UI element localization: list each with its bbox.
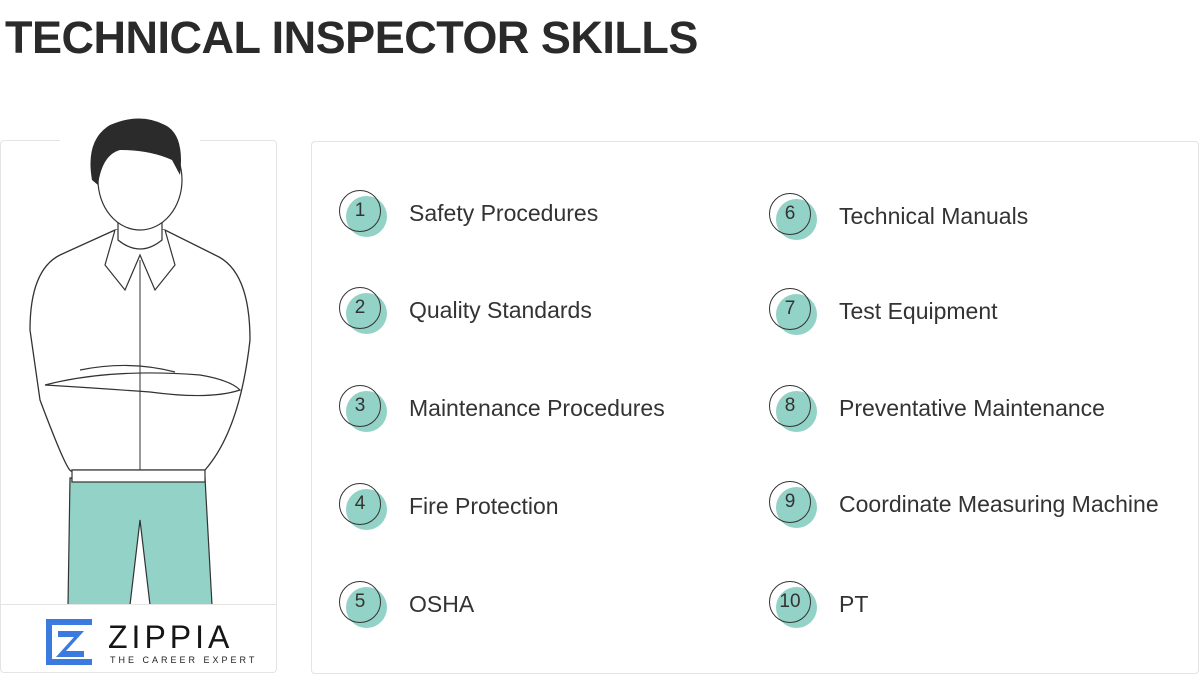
number-badge: 5 bbox=[339, 581, 391, 631]
skill-label: Coordinate Measuring Machine bbox=[839, 490, 1159, 517]
zippia-logo-icon bbox=[46, 619, 92, 665]
number-badge: 10 bbox=[769, 581, 821, 631]
number-badge: 8 bbox=[769, 385, 821, 435]
badge-number: 10 bbox=[769, 581, 811, 623]
badge-number: 9 bbox=[769, 481, 811, 523]
number-badge: 6 bbox=[769, 193, 821, 243]
skill-item: 1 Safety Procedures bbox=[339, 190, 598, 240]
badge-number: 7 bbox=[769, 288, 811, 330]
skill-item: 9 Coordinate Measuring Machine bbox=[769, 481, 1159, 531]
number-badge: 3 bbox=[339, 385, 391, 435]
skill-label: Maintenance Procedures bbox=[409, 394, 665, 421]
skill-item: 6 Technical Manuals bbox=[769, 193, 1028, 243]
skill-label: OSHA bbox=[409, 590, 475, 617]
skill-item: 4 Fire Protection bbox=[339, 483, 559, 533]
zippia-logo: ZIPPIA THE CAREER EXPERT bbox=[0, 604, 277, 675]
skill-label: Safety Procedures bbox=[409, 199, 599, 226]
badge-number: 5 bbox=[339, 581, 381, 623]
skill-item: 5 OSHA bbox=[339, 581, 474, 631]
number-badge: 7 bbox=[769, 288, 821, 338]
skill-item: 8 Preventative Maintenance bbox=[769, 385, 1105, 435]
badge-number: 8 bbox=[769, 385, 811, 427]
badge-number: 6 bbox=[769, 193, 811, 235]
logo-tagline: THE CAREER EXPERT bbox=[110, 655, 258, 665]
skill-label: Technical Manuals bbox=[839, 202, 1029, 229]
logo-name: ZIPPIA bbox=[108, 619, 234, 655]
skill-label: Quality Standards bbox=[409, 296, 592, 323]
skill-item: 10 PT bbox=[769, 581, 868, 631]
skill-label: Preventative Maintenance bbox=[839, 394, 1105, 421]
skill-label: Fire Protection bbox=[409, 492, 559, 519]
number-badge: 9 bbox=[769, 481, 821, 531]
inspector-illustration bbox=[29, 110, 251, 605]
skills-panel bbox=[311, 141, 1199, 674]
skill-item: 3 Maintenance Procedures bbox=[339, 385, 665, 435]
badge-number: 3 bbox=[339, 385, 381, 427]
number-badge: 2 bbox=[339, 287, 391, 337]
badge-number: 4 bbox=[339, 483, 381, 525]
skill-label: PT bbox=[839, 590, 869, 617]
skill-item: 2 Quality Standards bbox=[339, 287, 592, 337]
skill-item: 7 Test Equipment bbox=[769, 288, 998, 338]
number-badge: 1 bbox=[339, 190, 391, 240]
skill-label: Test Equipment bbox=[839, 297, 998, 324]
number-badge: 4 bbox=[339, 483, 391, 533]
badge-number: 1 bbox=[339, 190, 381, 232]
badge-number: 2 bbox=[339, 287, 381, 329]
page-title: TECHNICAL INSPECTOR SKILLS bbox=[5, 12, 698, 63]
